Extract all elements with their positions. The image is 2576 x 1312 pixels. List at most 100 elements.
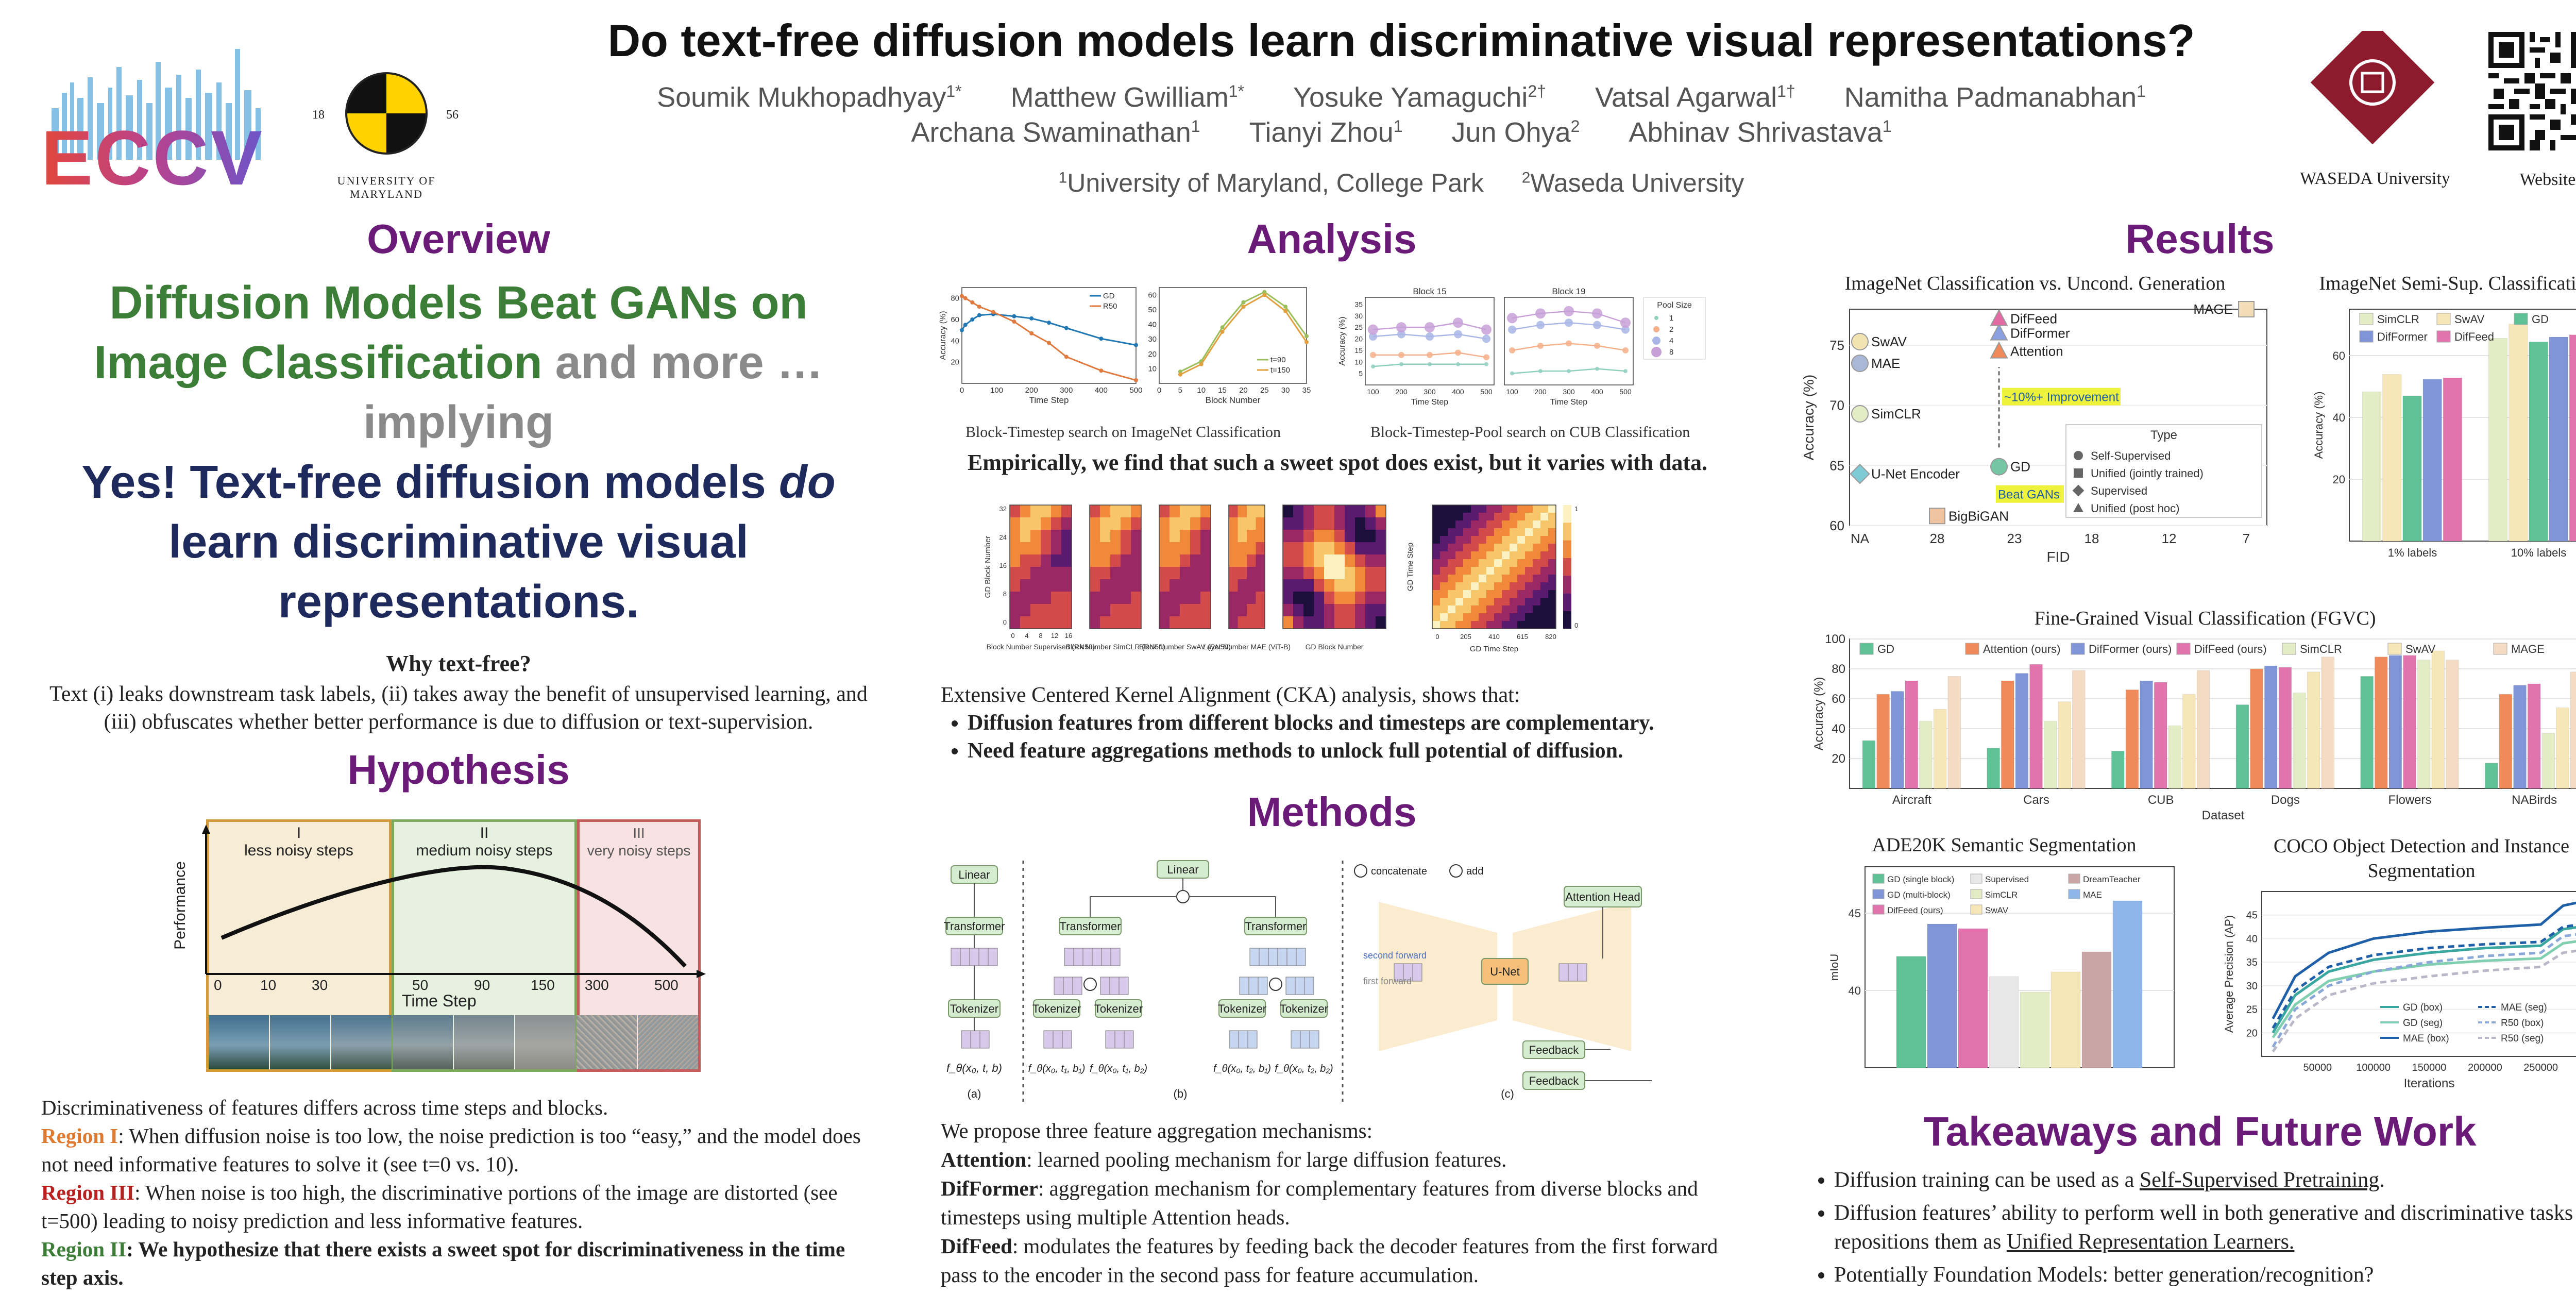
heatmap-cell bbox=[1303, 616, 1314, 629]
overview-title: Overview bbox=[367, 216, 550, 262]
add-icon bbox=[1083, 978, 1097, 991]
data-point bbox=[1012, 314, 1016, 318]
feature-token bbox=[1286, 948, 1297, 966]
heatmap-cell bbox=[1100, 604, 1110, 616]
heatmap-cell bbox=[1502, 613, 1510, 621]
y-tick-label: 20 bbox=[1354, 335, 1363, 343]
heatmap-cell bbox=[1486, 513, 1494, 520]
subfigure-label: (b) bbox=[1174, 1087, 1188, 1100]
affiliation: 2Waseda University bbox=[1521, 169, 1744, 197]
heatmap-cell bbox=[1455, 575, 1463, 582]
heatmap-cell bbox=[1345, 567, 1355, 579]
heatmap-cell bbox=[1540, 520, 1548, 528]
x-tick-label: 100 bbox=[1506, 388, 1518, 396]
website-qr[interactable]: Website bbox=[2488, 32, 2576, 197]
legend-label: add bbox=[1466, 866, 1483, 877]
heatmap-cell bbox=[1314, 505, 1324, 517]
colorbar-segment bbox=[1563, 593, 1571, 611]
y-tick-label: 40 bbox=[1148, 321, 1157, 329]
heatmap-cell bbox=[1448, 575, 1455, 582]
heatmap-cell bbox=[1131, 579, 1141, 592]
heatmap-cell bbox=[1376, 542, 1386, 554]
heatmap-cell bbox=[1041, 592, 1051, 604]
legend-label: SwAV bbox=[2454, 313, 2485, 326]
feature-token bbox=[1092, 948, 1102, 966]
heatmap-cell bbox=[1110, 505, 1121, 517]
heatmap-cell bbox=[1455, 590, 1463, 598]
heatmap-cell bbox=[1432, 544, 1440, 551]
heatmap-cell bbox=[1247, 530, 1256, 542]
point-label: GD bbox=[2010, 459, 2030, 475]
bar bbox=[1919, 721, 1933, 789]
heatmap-cell bbox=[1131, 567, 1141, 579]
y-axis-label: GD Block Number bbox=[984, 536, 992, 598]
heatmap-cell bbox=[1121, 517, 1131, 530]
data-point bbox=[1566, 340, 1572, 347]
heatmap-cell bbox=[1247, 567, 1256, 579]
data-point bbox=[1929, 508, 1945, 525]
point-label: DifFormer bbox=[2010, 326, 2070, 341]
heatmap-cell bbox=[1525, 528, 1533, 536]
heatmap-label: Block Number SwAV (RN50) bbox=[1139, 643, 1231, 651]
transformer-block-label: Transformer bbox=[1060, 920, 1121, 933]
heatmap-cell bbox=[1510, 567, 1517, 575]
heatmap-cell bbox=[1247, 604, 1256, 616]
heatmap-cell bbox=[1479, 513, 1486, 520]
series-line bbox=[2272, 949, 2576, 1053]
heatmap-cell bbox=[1121, 579, 1131, 592]
x-tick-label: 400 bbox=[1452, 388, 1464, 396]
heatmap-cell bbox=[1159, 616, 1170, 629]
chart-title-fgvc: Fine-Grained Visual Classification (FGVC… bbox=[2034, 608, 2376, 629]
heatmap-cell bbox=[1432, 605, 1440, 613]
heatmap-cell bbox=[1303, 554, 1314, 567]
series-line bbox=[2272, 901, 2576, 1020]
bar bbox=[2196, 670, 2210, 789]
heatmap-cell bbox=[1533, 551, 1540, 559]
heatmap-cell bbox=[1010, 530, 1020, 542]
feature-token bbox=[1082, 948, 1093, 966]
x-tick-label: 200000 bbox=[2468, 1062, 2502, 1073]
heatmap-cell bbox=[1303, 505, 1314, 517]
heatmap-cell bbox=[1010, 592, 1020, 604]
x-tick-label: 400 bbox=[1591, 388, 1603, 396]
heatmap-cell bbox=[1440, 605, 1448, 613]
legend-label: GD bbox=[2532, 313, 2549, 326]
heatmap-cell bbox=[1170, 604, 1180, 616]
bar bbox=[2527, 683, 2541, 789]
heatmap-cell bbox=[1110, 542, 1121, 554]
heatmap-cell bbox=[1100, 616, 1110, 629]
chart-semisup: 20 40 60 1% labels 10% labels Accuracy (%) Sim… bbox=[2303, 299, 2576, 572]
heatmap-cell bbox=[1548, 590, 1556, 598]
annotation: second forward bbox=[1363, 950, 1427, 961]
heatmap-cell bbox=[1548, 621, 1556, 629]
heatmap-cell bbox=[1479, 520, 1486, 528]
chart-imagenet-cls: 60 65 70 75 NA 28 23 18 12 7 SwAV MAE SimCLR U-Net En… bbox=[1793, 299, 2277, 567]
x-tick-label: 12 bbox=[2162, 531, 2177, 546]
heatmap-cell bbox=[1020, 530, 1030, 542]
heatmap-cell bbox=[1293, 604, 1303, 616]
bar bbox=[2556, 707, 2569, 789]
heatmap-cell bbox=[1345, 616, 1355, 629]
heatmap-frame bbox=[1089, 504, 1142, 629]
chart-title-semisup: ImageNet Semi-Sup. Classification bbox=[2319, 273, 2576, 294]
x-tick-label: 615 bbox=[1517, 633, 1528, 641]
heatmap-cell bbox=[1455, 567, 1463, 575]
heatmap-cell bbox=[1334, 517, 1345, 530]
heatmap-cell bbox=[1440, 551, 1448, 559]
heatmap-cell bbox=[1548, 544, 1556, 551]
heatmap-cell bbox=[1494, 590, 1502, 598]
feature-token bbox=[970, 1030, 980, 1049]
heatmap-cell bbox=[1455, 544, 1463, 551]
author: Yosuke Yamaguchi2† bbox=[1293, 82, 1546, 113]
heatmap-cell bbox=[1502, 528, 1510, 536]
annotation-label: Beat GANs bbox=[1998, 488, 2060, 502]
feature-token bbox=[1073, 948, 1083, 966]
heatmap-cell bbox=[1131, 505, 1141, 517]
heatmap-cell bbox=[1110, 530, 1121, 542]
heatmap-cell bbox=[1324, 505, 1334, 517]
heatmap-cell bbox=[1110, 554, 1121, 567]
legend-swatch bbox=[2436, 330, 2451, 343]
x-tick-label: 500 bbox=[1480, 388, 1493, 396]
heatmap-cell bbox=[1229, 604, 1238, 616]
heatmap-cell bbox=[1180, 567, 1190, 579]
